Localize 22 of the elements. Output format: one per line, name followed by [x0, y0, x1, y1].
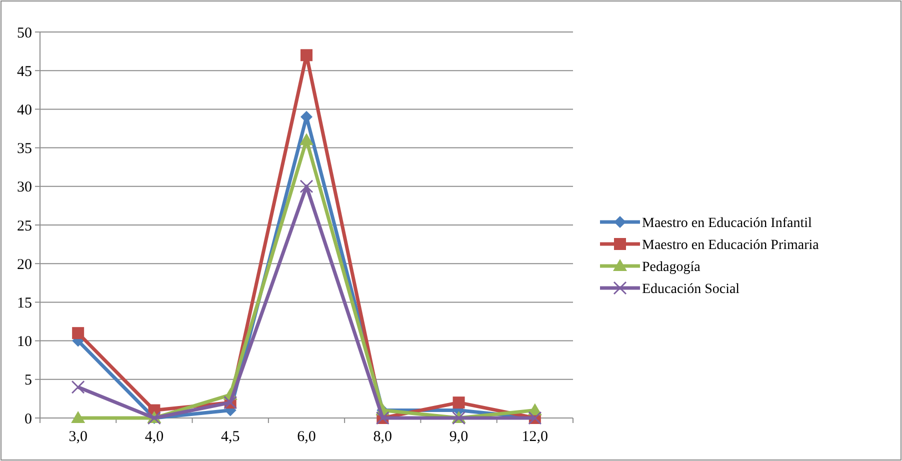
y-tick-label: 15 — [17, 295, 32, 312]
x-tick-label: 8,0 — [373, 429, 392, 445]
y-tick-label: 20 — [17, 256, 32, 273]
legend-label: Educación Social — [642, 282, 740, 297]
y-tick-label: 30 — [17, 180, 32, 196]
y-tick-label: 35 — [17, 141, 32, 158]
x-tick-label: 3,0 — [68, 429, 88, 445]
y-tick-label: 50 — [17, 25, 32, 42]
legend-label: Pedagogía — [642, 260, 702, 275]
y-tick-label: 5 — [24, 372, 32, 389]
x-tick-label: 12,0 — [522, 429, 548, 445]
y-tick-label: 25 — [17, 218, 32, 234]
x-tick-label: 9,0 — [449, 429, 468, 445]
x-tick-label: 6,0 — [297, 429, 316, 445]
y-tick-label: 0 — [24, 411, 32, 428]
y-tick-label: 10 — [17, 334, 32, 350]
legend-label: Maestro en Educación Infantil — [642, 216, 812, 231]
y-tick-label: 45 — [17, 64, 32, 80]
y-tick-label: 40 — [17, 102, 32, 118]
legend-label: Maestro en Educación Primaria — [642, 238, 820, 253]
x-tick-label: 4,5 — [220, 429, 240, 445]
x-tick-label: 4,0 — [144, 429, 164, 445]
